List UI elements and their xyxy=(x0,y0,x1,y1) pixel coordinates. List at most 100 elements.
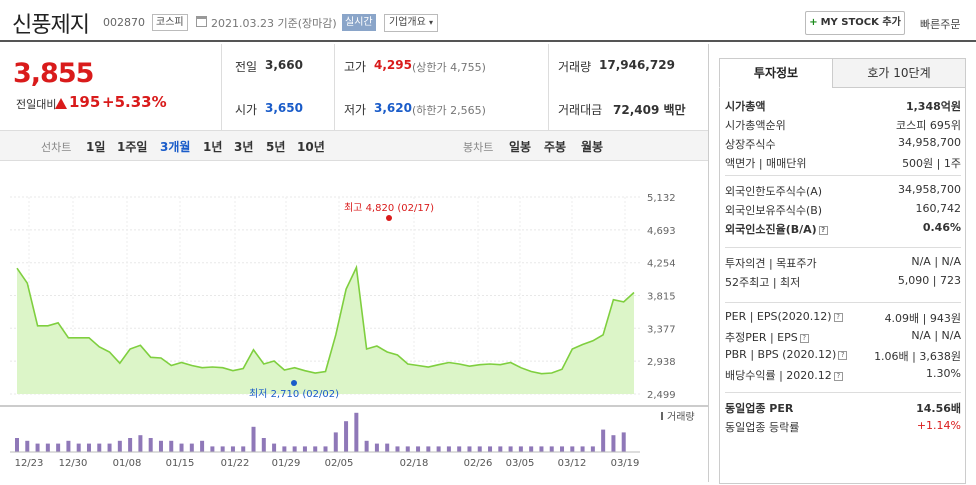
volume-bar xyxy=(580,446,585,452)
invest-row: 외국인한도주식수(A) 34,958,700 xyxy=(725,181,961,200)
upper-limit: (상한가 4,755) xyxy=(412,61,486,74)
volume-bar xyxy=(508,446,513,452)
invest-row: PER | EPS(2020.12)? 4.09배 | 943원 xyxy=(725,308,961,327)
y-tick-label: 4,254 xyxy=(647,259,676,270)
volume-bar xyxy=(25,440,30,452)
period-3y[interactable]: 3년 xyxy=(234,140,254,154)
help-icon[interactable]: ? xyxy=(833,313,843,322)
open-label: 시가 xyxy=(235,103,258,117)
prev-label: 전일 xyxy=(235,60,258,74)
help-icon[interactable]: ? xyxy=(833,372,843,381)
price-summary: 3,855 전일대비 195 +5.33% xyxy=(0,44,222,131)
add-mystock-button[interactable]: + MY STOCK 추가 xyxy=(805,11,905,35)
period-10y[interactable]: 10년 xyxy=(297,140,325,154)
calendar-icon xyxy=(196,16,207,27)
period-1w[interactable]: 1주일 xyxy=(117,140,148,154)
high-price: 4,295 xyxy=(374,58,412,72)
invest-value: +1.14% xyxy=(916,419,961,432)
invest-value: 34,958,700 xyxy=(898,136,961,149)
base-date: 2021.03.23 기준(장마감) xyxy=(211,17,337,30)
volume-bar xyxy=(385,443,390,452)
x-tick-label: 03/19 xyxy=(611,458,640,469)
invest-row: 배당수익률 | 2020.12? 1.30% xyxy=(725,365,961,384)
volume-bar xyxy=(15,438,19,452)
volume: 17,946,729 xyxy=(599,58,675,72)
volume-bar xyxy=(446,446,451,452)
volume-bar xyxy=(117,440,122,452)
candle-daily[interactable]: 일봉 xyxy=(509,140,532,154)
invest-value: 14.56배 xyxy=(916,402,961,415)
period-3m[interactable]: 3개월 xyxy=(160,140,191,154)
volume-bar xyxy=(261,438,266,452)
invest-row: 투자의견 | 목표주가 N/A | N/A xyxy=(725,253,961,272)
low-marker xyxy=(291,380,297,386)
stock-name: 신풍제지 xyxy=(12,13,90,38)
period-1y[interactable]: 1년 xyxy=(203,140,223,154)
volume-bar xyxy=(86,443,91,452)
volume-bar xyxy=(405,446,410,452)
period-5y[interactable]: 5년 xyxy=(266,140,286,154)
volume-bar xyxy=(169,440,174,452)
group-divider xyxy=(725,175,961,176)
invest-value: 4.09배 | 943원 xyxy=(884,312,961,325)
market-badge: 코스피 xyxy=(152,14,188,31)
stock-header: 신풍제지 002870 코스피 2021.03.23 기준(장마감) 실시간 기… xyxy=(0,0,976,42)
volume-bar xyxy=(518,446,523,452)
y-tick-label: 3,815 xyxy=(647,292,676,303)
volume-bar xyxy=(539,446,544,452)
invest-row: 상장주식수 34,958,700 xyxy=(725,134,961,153)
help-icon[interactable]: ? xyxy=(799,334,809,343)
volume-bar xyxy=(590,446,595,452)
high-marker xyxy=(386,215,392,221)
volume-bar xyxy=(323,446,328,452)
realtime-badge[interactable]: 실시간 xyxy=(342,14,376,31)
volume-bar xyxy=(272,443,277,452)
invest-row: PBR | BPS (2020.12)? 1.06배 | 3,638원 xyxy=(725,346,961,365)
quick-order-link[interactable]: 빠른주문 xyxy=(920,18,961,31)
volume-bar xyxy=(251,426,256,452)
tab-orderbook[interactable]: 호가 10단계 xyxy=(832,58,966,88)
volume-legend: 거래량 xyxy=(667,411,695,423)
low-annotation: 최저 2,710 (02/02) xyxy=(249,388,339,400)
invest-key: 52주최고 | 최저 xyxy=(725,276,801,289)
tab-invest-info[interactable]: 투자정보 xyxy=(719,58,833,88)
group-divider xyxy=(725,302,961,303)
invest-value: 1.06배 | 3,638원 xyxy=(874,350,961,363)
group-divider xyxy=(725,392,961,393)
invest-value: 34,958,700 xyxy=(898,183,961,196)
x-tick-label: 01/22 xyxy=(221,458,250,469)
volume-legend-mark xyxy=(661,412,663,420)
candle-weekly[interactable]: 주봉 xyxy=(544,140,567,154)
invest-value: 코스피 695위 xyxy=(896,119,961,132)
volume-bar xyxy=(138,435,143,452)
x-tick-label: 03/05 xyxy=(506,458,535,469)
volume-bar xyxy=(210,446,215,452)
y-tick-label: 2,938 xyxy=(647,357,676,368)
volume-bar xyxy=(395,446,400,452)
volume-bar xyxy=(364,440,369,452)
high-label: 고가 xyxy=(344,60,367,74)
volume-bar xyxy=(200,440,205,452)
invest-row: 동일업종 등락률 +1.14% xyxy=(725,417,961,436)
invest-row: 외국인보유주식수(B) 160,742 xyxy=(725,200,961,219)
invest-table: 시가총액 1,348억원 시가총액순위 코스피 695위 상장주식수 34,958,700… xyxy=(719,88,966,484)
help-icon[interactable]: ? xyxy=(838,351,848,360)
volume-bar xyxy=(570,446,575,452)
volume-bar xyxy=(148,438,153,452)
volume-bar xyxy=(477,446,482,452)
x-tick-label: 01/08 xyxy=(113,458,142,469)
invest-key: 투자의견 | 목표주가 xyxy=(725,257,817,270)
price-chart[interactable]: 5,132 4,693 4,254 3,815 3,377 2,938 2,499 최고 4,… xyxy=(0,161,708,482)
group-divider xyxy=(725,247,961,248)
invest-value: 1,348억원 xyxy=(905,100,961,113)
candle-monthly[interactable]: 월봉 xyxy=(581,140,604,154)
invest-panel: 투자정보 호가 10단계 시가총액 1,348억원 시가총액순위 코스피 695위 상장… xyxy=(708,44,976,484)
period-1d[interactable]: 1일 xyxy=(86,140,106,154)
invest-value: 1.30% xyxy=(926,367,961,380)
invest-row: 52주최고 | 최저 5,090 | 723 xyxy=(725,272,961,291)
volume-bar xyxy=(354,412,359,452)
help-icon[interactable]: ? xyxy=(818,226,828,235)
company-info-dropdown[interactable]: 기업개요 ▾ xyxy=(384,14,439,32)
x-tick-label: 02/26 xyxy=(464,458,493,469)
low-price: 3,620 xyxy=(374,101,412,115)
